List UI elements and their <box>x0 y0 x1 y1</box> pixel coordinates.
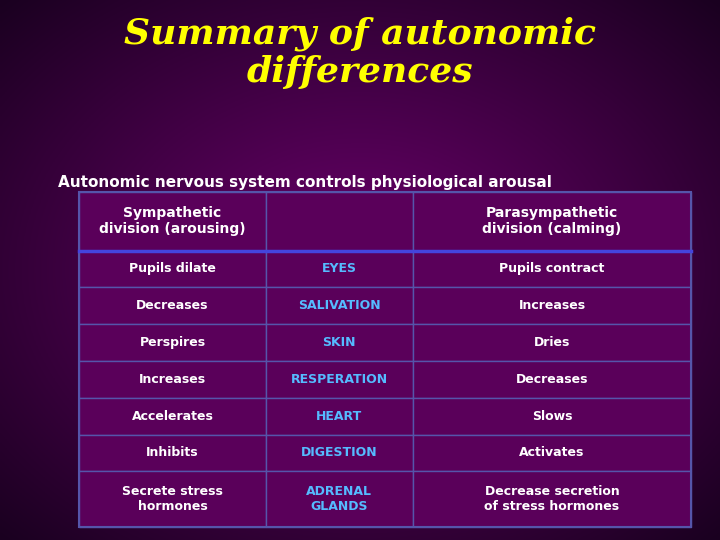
Text: Perspires: Perspires <box>140 336 206 349</box>
Bar <box>266 192 413 251</box>
Text: Activates: Activates <box>519 447 585 460</box>
Text: Increases: Increases <box>518 299 585 312</box>
Text: HEART: HEART <box>316 410 362 423</box>
Text: Increases: Increases <box>139 373 206 386</box>
Bar <box>413 251 691 287</box>
Bar <box>413 361 691 398</box>
Text: Sympathetic
division (arousing): Sympathetic division (arousing) <box>99 206 246 236</box>
Text: RESPERATION: RESPERATION <box>291 373 388 386</box>
Text: SKIN: SKIN <box>323 336 356 349</box>
Bar <box>266 361 413 398</box>
Bar <box>413 471 691 526</box>
Bar <box>79 435 266 471</box>
Text: SALIVATION: SALIVATION <box>298 299 381 312</box>
Bar <box>79 398 266 435</box>
Text: Dries: Dries <box>534 336 570 349</box>
Text: EYES: EYES <box>322 262 357 275</box>
Text: Decreases: Decreases <box>136 299 209 312</box>
Bar <box>79 192 691 526</box>
Bar <box>266 435 413 471</box>
Text: DIGESTION: DIGESTION <box>301 447 377 460</box>
Text: Autonomic nervous system controls physiological arousal: Autonomic nervous system controls physio… <box>58 176 552 191</box>
Text: Accelerates: Accelerates <box>132 410 213 423</box>
Bar <box>413 324 691 361</box>
Bar <box>413 398 691 435</box>
Bar <box>413 287 691 324</box>
Text: Pupils dilate: Pupils dilate <box>129 262 216 275</box>
Bar <box>266 287 413 324</box>
Text: Inhibits: Inhibits <box>146 447 199 460</box>
Bar <box>266 324 413 361</box>
Bar <box>413 435 691 471</box>
Bar <box>79 251 266 287</box>
Text: Secrete stress
hormones: Secrete stress hormones <box>122 485 223 513</box>
Bar <box>413 192 691 251</box>
Bar <box>79 471 266 526</box>
Text: Decrease secretion
of stress hormones: Decrease secretion of stress hormones <box>485 485 619 513</box>
Bar <box>266 471 413 526</box>
Bar <box>266 251 413 287</box>
Text: ADRENAL
GLANDS: ADRENAL GLANDS <box>306 485 372 513</box>
Bar <box>79 192 266 251</box>
Bar <box>79 361 266 398</box>
Bar <box>79 324 266 361</box>
Bar <box>266 398 413 435</box>
Text: Slows: Slows <box>531 410 572 423</box>
Text: Decreases: Decreases <box>516 373 588 386</box>
Text: Pupils contract: Pupils contract <box>499 262 605 275</box>
Text: Summary of autonomic
differences: Summary of autonomic differences <box>124 16 596 89</box>
Text: Parasympathetic
division (calming): Parasympathetic division (calming) <box>482 206 621 236</box>
Bar <box>79 287 266 324</box>
